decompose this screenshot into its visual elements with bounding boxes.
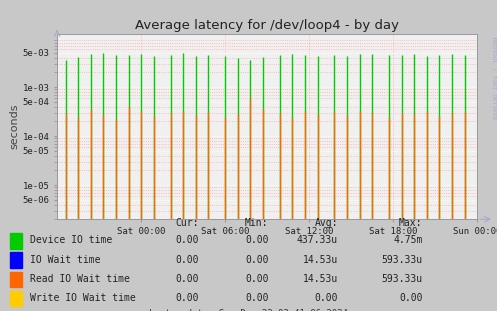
Text: 0.00: 0.00 [175, 293, 199, 303]
Text: 437.33u: 437.33u [297, 235, 338, 245]
Text: 0.00: 0.00 [399, 293, 422, 303]
Text: RRDTOOL / TOBI OETIKER: RRDTOOL / TOBI OETIKER [491, 37, 496, 120]
Text: Read IO Wait time: Read IO Wait time [30, 274, 130, 284]
Y-axis label: seconds: seconds [10, 104, 20, 150]
Text: IO Wait time: IO Wait time [30, 255, 100, 265]
Text: 0.00: 0.00 [245, 235, 268, 245]
Text: 14.53u: 14.53u [303, 274, 338, 284]
Text: Cur:: Cur: [175, 218, 199, 228]
Text: Avg:: Avg: [315, 218, 338, 228]
Text: Min:: Min: [245, 218, 268, 228]
Bar [10, 291, 22, 306]
Text: 0.00: 0.00 [315, 293, 338, 303]
Text: 0.00: 0.00 [245, 274, 268, 284]
Text: Last update: Sun Dec 22 03:41:06 2024: Last update: Sun Dec 22 03:41:06 2024 [149, 309, 348, 311]
Text: 0.00: 0.00 [175, 255, 199, 265]
Title: Average latency for /dev/loop4 - by day: Average latency for /dev/loop4 - by day [135, 19, 399, 32]
Text: 14.53u: 14.53u [303, 255, 338, 265]
Text: 0.00: 0.00 [175, 235, 199, 245]
Text: 4.75m: 4.75m [393, 235, 422, 245]
Text: 593.33u: 593.33u [381, 255, 422, 265]
Bar [10, 272, 22, 287]
Text: Write IO Wait time: Write IO Wait time [30, 293, 136, 303]
Text: 0.00: 0.00 [245, 255, 268, 265]
Text: Device IO time: Device IO time [30, 235, 112, 245]
Bar [10, 252, 22, 268]
Text: 0.00: 0.00 [175, 274, 199, 284]
Text: Max:: Max: [399, 218, 422, 228]
Bar [10, 233, 22, 248]
Text: 593.33u: 593.33u [381, 274, 422, 284]
Text: 0.00: 0.00 [245, 293, 268, 303]
